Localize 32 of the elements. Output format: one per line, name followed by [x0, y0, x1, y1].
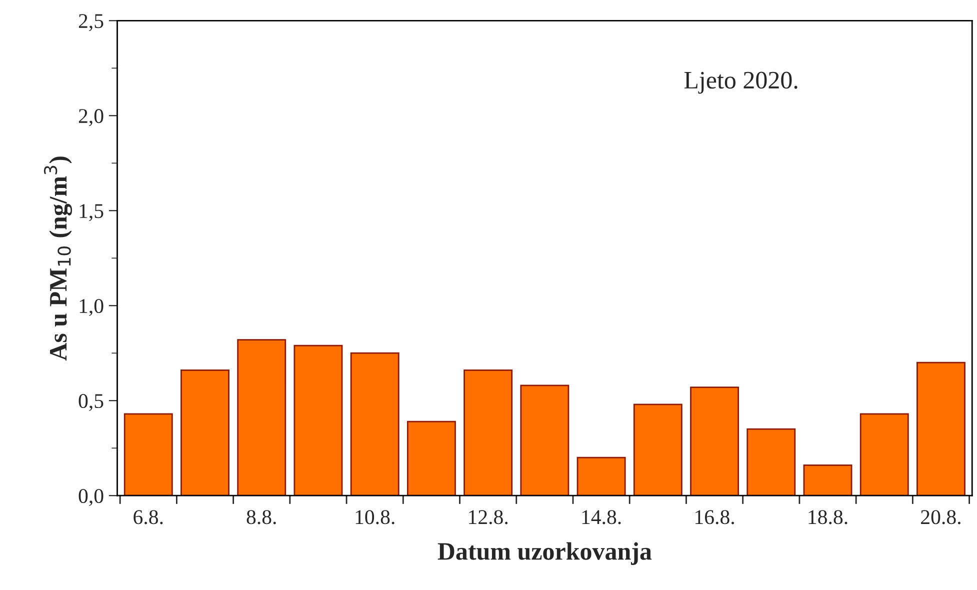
- bar: [406, 420, 456, 496]
- x-tick-label: 18.8.: [808, 510, 848, 524]
- bar: [916, 362, 966, 496]
- y-axis-title: As u PM$_{10}$ (ng/m$^{3}$): [44, 156, 72, 361]
- bar: [350, 352, 400, 496]
- bar: [464, 370, 513, 496]
- bar: [576, 456, 626, 496]
- bar: [746, 428, 796, 496]
- x-tick-label: 20.8.: [921, 510, 960, 524]
- bar: [124, 413, 173, 496]
- annotation: Ljeto 2020.: [684, 72, 798, 94]
- bar: [860, 413, 909, 496]
- x-tick-label: 12.8.: [469, 510, 508, 524]
- y-tick-label: 2,0: [78, 109, 104, 126]
- bar: [690, 386, 739, 496]
- y-tick-label: 0,5: [78, 394, 104, 412]
- bar: [294, 344, 343, 496]
- bar: [633, 404, 682, 496]
- x-tick-label: 10.8.: [356, 510, 394, 524]
- x-tick-label: 16.8.: [696, 510, 734, 524]
- x-axis-title: Datum uzorkovanja: [438, 542, 652, 565]
- x-tick-label: 6.8.: [134, 510, 163, 524]
- y-tick-label: 1,0: [80, 298, 104, 316]
- bar: [803, 464, 852, 496]
- bar: [180, 370, 230, 496]
- bar: [237, 339, 286, 496]
- bar: [520, 384, 570, 496]
- x-tick-label: 14.8.: [582, 510, 621, 524]
- x-tick-label: 8.8.: [246, 510, 276, 524]
- y-tick-label: 0,0: [78, 488, 104, 506]
- y-tick-label: 1,5: [80, 204, 104, 222]
- y-tick-label: 2,5: [78, 14, 104, 32]
